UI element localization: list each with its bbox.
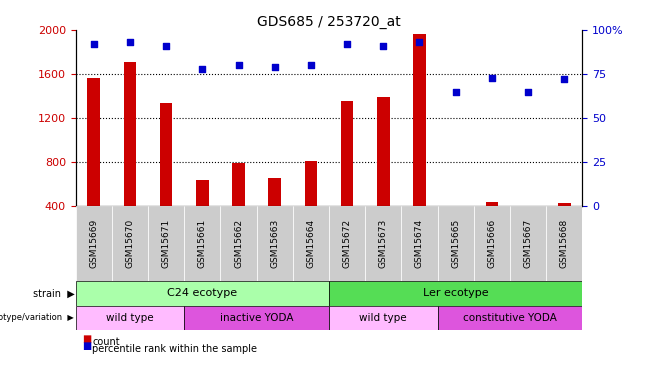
Bar bbox=[401, 206, 438, 281]
Text: GSM15663: GSM15663 bbox=[270, 219, 279, 268]
Bar bbox=[76, 306, 184, 330]
Bar bbox=[257, 206, 293, 281]
Point bbox=[450, 89, 461, 95]
Bar bbox=[510, 206, 546, 281]
Text: ■: ■ bbox=[82, 334, 91, 344]
Point bbox=[559, 76, 570, 82]
Text: inactive YODA: inactive YODA bbox=[220, 313, 293, 323]
Bar bbox=[184, 306, 329, 330]
Bar bbox=[160, 103, 172, 206]
Title: GDS685 / 253720_at: GDS685 / 253720_at bbox=[257, 15, 401, 29]
Bar bbox=[293, 206, 329, 281]
Bar bbox=[377, 97, 390, 206]
Bar bbox=[329, 281, 582, 306]
Text: GSM15669: GSM15669 bbox=[89, 219, 98, 268]
Bar bbox=[522, 206, 534, 216]
Text: percentile rank within the sample: percentile rank within the sample bbox=[92, 344, 257, 354]
Point bbox=[415, 39, 425, 45]
Point bbox=[197, 66, 207, 72]
Bar bbox=[124, 62, 136, 206]
Text: strain  ▶: strain ▶ bbox=[33, 288, 74, 298]
Bar bbox=[449, 206, 462, 216]
Point bbox=[522, 89, 533, 95]
Text: wild type: wild type bbox=[359, 313, 407, 323]
Bar bbox=[329, 206, 365, 281]
Bar bbox=[413, 34, 426, 206]
Bar bbox=[76, 281, 329, 306]
Point bbox=[342, 41, 353, 47]
Bar bbox=[365, 206, 401, 281]
Text: constitutive YODA: constitutive YODA bbox=[463, 313, 557, 323]
Text: GSM15661: GSM15661 bbox=[198, 219, 207, 268]
Bar bbox=[76, 206, 112, 281]
Bar bbox=[305, 161, 317, 206]
Text: genotype/variation  ▶: genotype/variation ▶ bbox=[0, 314, 74, 322]
Point bbox=[233, 62, 243, 68]
Text: Ler ecotype: Ler ecotype bbox=[423, 288, 488, 298]
Bar bbox=[438, 206, 474, 281]
Bar bbox=[329, 306, 438, 330]
Bar bbox=[184, 206, 220, 281]
Point bbox=[378, 43, 388, 49]
Text: wild type: wild type bbox=[106, 313, 154, 323]
Bar bbox=[88, 78, 100, 206]
Bar bbox=[438, 306, 582, 330]
Text: GSM15662: GSM15662 bbox=[234, 219, 243, 268]
Bar bbox=[546, 206, 582, 281]
Text: count: count bbox=[92, 338, 120, 347]
Bar bbox=[486, 202, 498, 206]
Text: GSM15666: GSM15666 bbox=[488, 219, 496, 268]
Text: GSM15674: GSM15674 bbox=[415, 219, 424, 268]
Point bbox=[270, 64, 280, 70]
Point bbox=[305, 62, 316, 68]
Bar bbox=[196, 180, 209, 206]
Text: GSM15670: GSM15670 bbox=[126, 219, 134, 268]
Text: GSM15664: GSM15664 bbox=[307, 219, 315, 268]
Bar bbox=[112, 206, 148, 281]
Bar bbox=[474, 206, 510, 281]
Point bbox=[161, 43, 171, 49]
Text: GSM15668: GSM15668 bbox=[560, 219, 569, 268]
Bar bbox=[341, 100, 353, 206]
Bar bbox=[232, 163, 245, 206]
Text: GSM15672: GSM15672 bbox=[343, 219, 351, 268]
Text: GSM15665: GSM15665 bbox=[451, 219, 460, 268]
Text: GSM15671: GSM15671 bbox=[162, 219, 170, 268]
Text: C24 ecotype: C24 ecotype bbox=[167, 288, 238, 298]
Point bbox=[124, 39, 136, 45]
Text: ■: ■ bbox=[82, 341, 91, 351]
Bar bbox=[558, 203, 570, 206]
Text: GSM15673: GSM15673 bbox=[379, 219, 388, 268]
Bar bbox=[268, 178, 281, 206]
Text: GSM15667: GSM15667 bbox=[524, 219, 532, 268]
Bar bbox=[148, 206, 184, 281]
Point bbox=[88, 41, 99, 47]
Point bbox=[486, 75, 497, 81]
Bar bbox=[220, 206, 257, 281]
